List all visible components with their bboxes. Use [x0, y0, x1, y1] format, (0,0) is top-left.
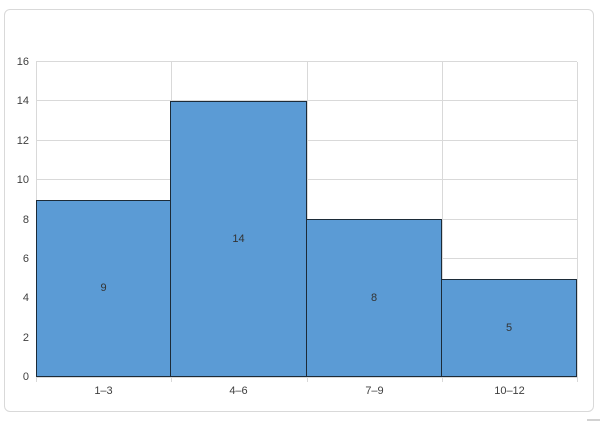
y-axis-tick-label: 8 [22, 214, 29, 226]
bar-value-label: 5 [505, 321, 513, 334]
adjacent-ui-edge-fragment [587, 419, 600, 421]
y-axis-tick-label: 6 [22, 253, 29, 265]
y-gridline [36, 100, 577, 101]
histogram-bar: 14 [170, 101, 307, 377]
y-axis-tick-label: 14 [16, 95, 29, 107]
y-axis-tick-label: 10 [16, 174, 29, 186]
bar-value-label: 8 [370, 291, 378, 304]
x-axis-category-label: 4–6 [229, 385, 248, 397]
histogram-bar: 8 [306, 219, 442, 377]
plot-area: 9 14 8 5 [36, 61, 578, 382]
bar-value-label: 9 [100, 282, 107, 294]
y-gridline [36, 377, 577, 378]
x-gridline-tick [577, 62, 578, 382]
y-axis-tick-label: 2 [22, 332, 29, 344]
y-axis-tick-label: 0 [22, 371, 29, 383]
x-gridline-tick [442, 62, 443, 382]
x-axis-category-label: 1–3 [94, 385, 113, 397]
histogram-bar: 9 [36, 200, 171, 377]
bar-value-label: 14 [232, 232, 245, 245]
x-axis-category-label: 7–9 [365, 385, 384, 397]
y-axis-tick-label: 12 [16, 135, 29, 147]
y-axis-tick-label: 16 [16, 56, 29, 68]
histogram-bar: 5 [441, 279, 577, 377]
y-axis-tick-label: 4 [22, 292, 29, 304]
x-axis-category-label: 10–12 [494, 385, 525, 397]
y-gridline [36, 61, 577, 62]
